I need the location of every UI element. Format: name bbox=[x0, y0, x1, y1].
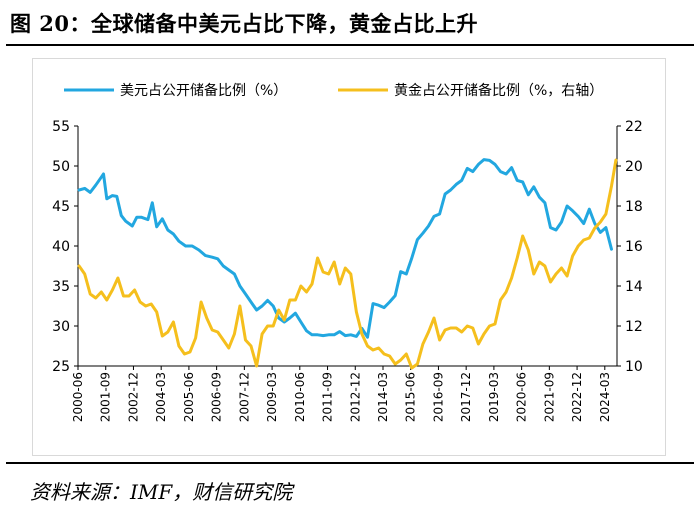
right-tick-label: 12 bbox=[625, 319, 643, 335]
x-tick-label: 2000-06 bbox=[71, 372, 85, 422]
axes: 25 30 35 40 45 50 55 10 12 14 16 18 20 22 2000-06 2001-… bbox=[52, 119, 643, 422]
x-tick-label: 2015-06 bbox=[404, 372, 418, 422]
gold-share-line bbox=[77, 158, 618, 370]
x-tick-label: 2017-12 bbox=[459, 372, 473, 422]
right-tick-label: 14 bbox=[625, 279, 643, 295]
x-tick-label: 2019-03 bbox=[487, 372, 501, 422]
x-tick-label: 2022-12 bbox=[570, 372, 584, 422]
x-tick-label: 2009-03 bbox=[265, 372, 279, 422]
left-tick-label: 30 bbox=[52, 319, 70, 335]
right-tick-label: 20 bbox=[625, 159, 643, 175]
legend-label-usd: 美元占公开储备比例（%） bbox=[120, 82, 287, 99]
x-tick-label: 2014-03 bbox=[376, 372, 390, 422]
chart-title: 图 20：全球储备中美元占比下降，黄金占比上升 bbox=[10, 11, 479, 36]
x-tick-label: 2002-12 bbox=[126, 372, 140, 422]
left-tick-label: 40 bbox=[52, 239, 70, 255]
x-tick-label: 2020-06 bbox=[515, 372, 529, 422]
series-lines bbox=[77, 158, 618, 370]
chart-frame bbox=[32, 58, 666, 456]
title-divider bbox=[6, 44, 694, 46]
left-tick-label: 45 bbox=[52, 199, 70, 215]
left-tick-label: 35 bbox=[52, 279, 70, 295]
source-note: 资料来源：IMF，财信研究院 bbox=[30, 480, 293, 504]
legend-label-gold: 黄金占公开储备比例（%，右轴） bbox=[394, 82, 603, 99]
x-tick-label: 2021-09 bbox=[542, 372, 556, 422]
x-tick-label: 2005-06 bbox=[182, 372, 196, 422]
x-tick-label: 2012-12 bbox=[348, 372, 362, 422]
left-tick-label: 25 bbox=[52, 359, 70, 375]
right-tick-label: 22 bbox=[625, 119, 643, 135]
right-tick-label: 18 bbox=[625, 199, 643, 215]
left-tick-label: 55 bbox=[52, 119, 70, 135]
x-tick-label: 2016-09 bbox=[431, 372, 445, 422]
x-tick-label: 2001-09 bbox=[99, 372, 113, 422]
legend: 美元占公开储备比例（%） 黄金占公开储备比例（%，右轴） bbox=[64, 82, 603, 99]
usd-share-line bbox=[77, 158, 613, 339]
right-tick-label: 16 bbox=[625, 239, 643, 255]
x-tick-label: 2024-03 bbox=[598, 372, 612, 422]
x-tick-label: 2010-06 bbox=[293, 372, 307, 422]
x-tick-label: 2004-03 bbox=[154, 372, 168, 422]
right-tick-label: 10 bbox=[625, 359, 643, 375]
x-tick-label: 2006-09 bbox=[210, 372, 224, 422]
source-divider bbox=[6, 462, 694, 464]
left-tick-label: 50 bbox=[52, 159, 70, 175]
x-tick-label: 2007-12 bbox=[237, 372, 251, 422]
x-tick-label: 2011-09 bbox=[321, 372, 335, 422]
